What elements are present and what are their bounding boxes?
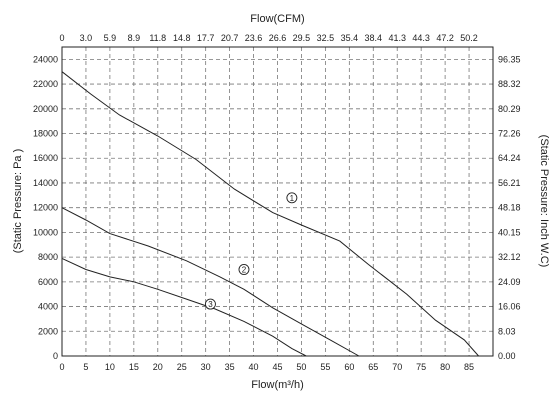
x2-tick-label: 41.3	[388, 33, 406, 43]
marker-circle	[238, 264, 250, 275]
marker-label: 2	[242, 265, 247, 274]
y2-axis-title: (Static Pressure: Inch W.C)	[538, 135, 550, 268]
x2-tick-label: 32.5	[317, 33, 335, 43]
y2-tick-label: 64.24	[498, 153, 521, 163]
x-tick-label: 50	[296, 362, 306, 372]
y2-tick-label: 56.21	[498, 178, 521, 188]
x-tick-label: 0	[59, 362, 64, 372]
x2-tick-label: 47.2	[436, 33, 454, 43]
y-tick-label: 0	[53, 351, 58, 361]
x-tick-label: 55	[320, 362, 330, 372]
y-tick-label: 12000	[33, 203, 58, 213]
x-tick-label: 85	[464, 362, 474, 372]
y-tick-label: 16000	[33, 153, 58, 163]
x-tick-label: 30	[201, 362, 211, 372]
x2-tick-label: 26.6	[269, 33, 287, 43]
y2-tick-label: 72.26	[498, 129, 521, 139]
y-tick-label: 20000	[33, 104, 58, 114]
y2-tick-label: 88.32	[498, 79, 521, 89]
y-tick-label: 6000	[38, 277, 58, 287]
curves	[61, 71, 479, 357]
x2-axis-title: Flow(CFM)	[250, 13, 304, 25]
y-tick-label: 2000	[38, 326, 58, 336]
x2-tick-label: 38.4	[365, 33, 383, 43]
x-tick-label: 80	[440, 362, 450, 372]
x-tick-label: 65	[368, 362, 378, 372]
y-tick-label: 18000	[33, 129, 58, 139]
y2-tick-label: 8.03	[498, 326, 516, 336]
x2-tick-label: 20.7	[221, 33, 239, 43]
y2-tick-label: 0.00	[498, 351, 516, 361]
y-tick-label: 10000	[33, 227, 58, 237]
marker-label: 3	[208, 300, 213, 309]
x2-tick-label: 17.7	[197, 33, 215, 43]
x2-tick-label: 11.8	[149, 33, 166, 43]
x2-tick-label: 0	[59, 33, 64, 43]
x2-tick-label: 44.3	[412, 33, 430, 43]
x2-tick-label: 14.8	[173, 33, 191, 43]
curve-marker-1: 1	[286, 192, 298, 204]
y2-tick-label: 40.15	[498, 227, 521, 237]
y-axis-ticks: 0 2000 4000 6000 8000 10000 12000 14000 16000 180…	[33, 54, 58, 361]
y-axis-title: (Static Pressure: Pa )	[12, 149, 24, 254]
y2-axis-ticks: 0.00 8.03 16.06 24.09 32.12 40.15 48.18 56.21 64…	[498, 54, 521, 361]
y-tick-label: 22000	[33, 79, 58, 89]
series-line-3	[61, 257, 307, 357]
x2-tick-label: 3.0	[80, 33, 93, 43]
marker-circle	[286, 192, 298, 204]
y2-tick-label: 80.29	[498, 104, 521, 114]
x-axis-title: Flow(m³/h)	[251, 379, 304, 391]
x-tick-label: 5	[83, 362, 88, 372]
y-tick-label: 8000	[38, 252, 58, 262]
x2-tick-label: 35.4	[341, 33, 359, 43]
y2-tick-label: 32.12	[498, 252, 521, 262]
x-tick-label: 25	[177, 362, 187, 372]
x-tick-label: 10	[105, 362, 115, 372]
y2-tick-label: 16.06	[498, 302, 521, 312]
x-tick-label: 40	[249, 362, 259, 372]
series-line-1	[61, 71, 479, 357]
y2-tick-label: 96.35	[498, 54, 521, 64]
x-axis-ticks: 0 5 10 15 20 25 30 35 40 45 50 55 60 65 70 75 80 85	[59, 362, 474, 372]
curve-marker-3: 3	[205, 298, 216, 310]
series-line-2	[61, 207, 360, 357]
x2-tick-label: 50.2	[460, 33, 478, 43]
y2-tick-label: 48.18	[498, 203, 521, 213]
curve-marker-2: 2	[238, 264, 250, 275]
x2-axis-ticks: 0 3.0 5.9 8.9 11.8 14.8 17.7 20.7 23.6 26.6 29.5 32…	[59, 33, 477, 43]
grid	[62, 47, 493, 356]
marker-circle	[205, 298, 216, 310]
marker-label: 1	[290, 194, 295, 203]
x-tick-label: 75	[416, 362, 426, 372]
x2-tick-label: 8.9	[128, 33, 141, 43]
plot-frame	[61, 46, 494, 357]
x-tick-label: 35	[225, 362, 235, 372]
x-tick-label: 20	[153, 362, 163, 372]
x-tick-label: 45	[272, 362, 282, 372]
x-tick-label: 70	[392, 362, 402, 372]
x-tick-label: 15	[129, 362, 139, 372]
y-tick-label: 14000	[33, 178, 58, 188]
curve-markers: 1 2 3	[205, 192, 298, 310]
x2-tick-label: 23.6	[245, 33, 263, 43]
x2-tick-label: 5.9	[104, 33, 117, 43]
y-tick-label: 4000	[38, 302, 58, 312]
y2-tick-label: 24.09	[498, 277, 521, 287]
x2-tick-label: 29.5	[293, 33, 311, 43]
y-tick-label: 24000	[33, 54, 58, 64]
x-tick-label: 60	[344, 362, 354, 372]
